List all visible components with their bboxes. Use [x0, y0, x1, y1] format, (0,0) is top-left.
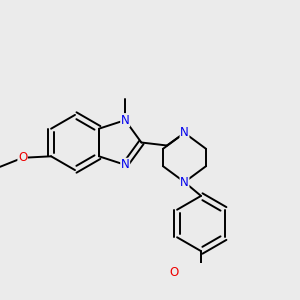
Text: O: O	[169, 266, 178, 279]
Text: O: O	[18, 151, 27, 164]
Text: N: N	[121, 158, 130, 171]
Text: N: N	[180, 176, 189, 189]
Text: N: N	[121, 114, 130, 127]
Text: N: N	[180, 126, 189, 140]
